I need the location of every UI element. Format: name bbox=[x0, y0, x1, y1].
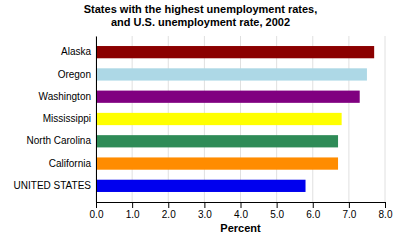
x-tick: 8.0 bbox=[379, 202, 393, 220]
x-tick: 6.0 bbox=[306, 202, 320, 220]
x-tick-label: 5.0 bbox=[270, 209, 284, 220]
x-tick-mark bbox=[277, 202, 278, 208]
grid-line bbox=[385, 36, 386, 202]
x-tick-label: 4.0 bbox=[234, 209, 248, 220]
y-tick: Oregon bbox=[58, 69, 96, 80]
x-tick-label: 7.0 bbox=[342, 209, 356, 220]
x-tick: 5.0 bbox=[270, 202, 284, 220]
y-tick: Alaska bbox=[61, 46, 96, 57]
y-tick-label: Alaska bbox=[61, 46, 91, 57]
x-tick-label: 1.0 bbox=[126, 209, 140, 220]
title-line: and U.S. unemployment rate, 2002 bbox=[111, 16, 290, 28]
y-axis-line bbox=[96, 37, 97, 203]
x-axis-title: Percent bbox=[220, 222, 261, 234]
y-axis: UNITED STATES California North Carolina Mis… bbox=[14, 37, 97, 203]
x-tick-mark bbox=[349, 202, 350, 208]
grid bbox=[96, 36, 385, 202]
y-tick: North Carolina bbox=[27, 135, 96, 146]
y-tick-label: North Carolina bbox=[27, 135, 92, 146]
x-tick-label: 3.0 bbox=[198, 209, 212, 220]
y-tick: UNITED STATES bbox=[14, 180, 96, 191]
x-tick: 4.0 bbox=[234, 202, 248, 220]
y-tick-label: Oregon bbox=[58, 69, 91, 80]
bar bbox=[96, 91, 360, 103]
x-tick: 1.0 bbox=[126, 202, 140, 220]
x-tick-mark bbox=[385, 202, 386, 208]
title: States with the highest unemployment rat… bbox=[84, 3, 318, 28]
x-tick-mark bbox=[313, 202, 314, 208]
plot: 0.0 1.0 2.0 3.0 4.0 5.0 6.0 7.0 8.0 UNITED STATES… bbox=[14, 36, 393, 220]
bar bbox=[96, 135, 338, 147]
y-tick-label: Washington bbox=[39, 91, 91, 102]
x-tick-label: 8.0 bbox=[379, 209, 393, 220]
x-tick: 2.0 bbox=[162, 202, 176, 220]
x-tick-mark bbox=[168, 202, 169, 208]
chart: 0.0 1.0 2.0 3.0 4.0 5.0 6.0 7.0 8.0 UNITED STATES… bbox=[0, 0, 401, 238]
bar bbox=[96, 180, 306, 192]
x-tick-mark bbox=[132, 202, 133, 208]
bar bbox=[96, 113, 342, 125]
x-tick-mark bbox=[96, 202, 97, 208]
bars bbox=[96, 46, 374, 192]
y-tick-label: California bbox=[49, 158, 92, 169]
y-tick-label: Mississippi bbox=[43, 113, 91, 124]
grid-line bbox=[96, 36, 97, 202]
grid-line bbox=[348, 36, 349, 202]
x-tick-label: 2.0 bbox=[162, 209, 176, 220]
bar bbox=[96, 68, 367, 80]
x-tick: 0.0 bbox=[90, 202, 104, 220]
x-tick-label: 0.0 bbox=[90, 209, 104, 220]
y-tick-label: UNITED STATES bbox=[14, 180, 92, 191]
bar bbox=[96, 157, 338, 169]
title-line: States with the highest unemployment rat… bbox=[84, 3, 318, 15]
x-tick-mark bbox=[241, 202, 242, 208]
x-tick: 3.0 bbox=[198, 202, 212, 220]
y-tick: California bbox=[49, 158, 96, 169]
bar bbox=[96, 46, 374, 58]
x-axis: 0.0 1.0 2.0 3.0 4.0 5.0 6.0 7.0 8.0 bbox=[90, 202, 393, 220]
x-tick-label: 6.0 bbox=[306, 209, 320, 220]
x-tick: 7.0 bbox=[342, 202, 356, 220]
x-tick-mark bbox=[204, 202, 205, 208]
y-tick: Mississippi bbox=[43, 113, 96, 124]
y-tick: Washington bbox=[39, 91, 96, 102]
x-axis-line bbox=[97, 203, 386, 209]
